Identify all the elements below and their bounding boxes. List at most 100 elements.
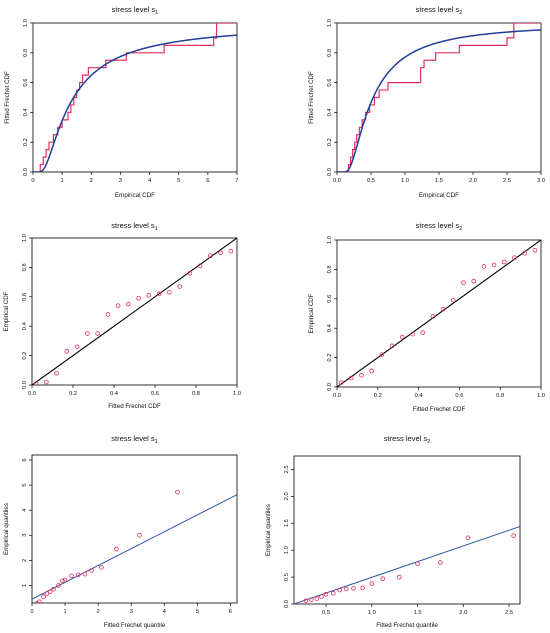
data-point <box>197 263 203 269</box>
data-point <box>303 598 309 604</box>
data-point <box>62 577 68 583</box>
x-tick-label: 0.8 <box>192 391 200 397</box>
data-point <box>380 576 386 582</box>
data-point <box>319 594 324 599</box>
reference-line <box>32 494 237 600</box>
plot-area <box>337 240 541 387</box>
data-point <box>360 585 365 591</box>
y-tick-label: 0.6 <box>327 79 333 87</box>
panel-pp-s2: stress level s2 Fitted Frechet CDF Empiric… <box>308 221 545 413</box>
y-tick-label: 0.0 <box>22 381 28 389</box>
data-point <box>54 370 59 376</box>
x-axis-label: Empirical CDF <box>115 192 155 199</box>
data-point <box>369 368 374 374</box>
data-point <box>156 291 162 297</box>
data-point <box>56 583 61 588</box>
data-point <box>51 586 56 592</box>
x-tick-label: 0 <box>31 178 34 184</box>
y-tick-label: 0.4 <box>327 108 333 117</box>
x-tick-label: 3 <box>119 178 122 184</box>
chart-title: stress level s1 <box>111 221 157 232</box>
data-point <box>187 270 193 276</box>
x-tick-label: 4 <box>163 609 167 615</box>
data-point <box>343 586 349 592</box>
plot-area <box>33 23 237 172</box>
x-tick-label: 0.6 <box>455 393 463 399</box>
data-point <box>114 546 119 552</box>
data-point <box>95 331 100 336</box>
x-tick-label: 0.2 <box>374 393 382 399</box>
y-axis-label: Empirical CDF <box>308 293 315 333</box>
y-tick-label: 0.4 <box>22 321 28 330</box>
data-point <box>348 375 354 381</box>
y-tick-label: 0.0 <box>23 168 29 176</box>
x-tick-label: 2.0 <box>469 178 477 184</box>
data-point <box>167 290 172 295</box>
x-axis-label: Fitted Frechet quantile <box>376 622 438 629</box>
y-tick-label: 5 <box>22 483 28 486</box>
data-point <box>359 372 364 378</box>
plot-frame <box>293 455 521 605</box>
x-axis-label: Fitted Frechet CDF <box>413 406 466 413</box>
x-tick-label: 6 <box>206 178 209 184</box>
data-point <box>532 247 538 253</box>
reference-line <box>294 526 520 604</box>
data-point <box>137 532 142 538</box>
x-tick-label: 0.0 <box>28 391 36 397</box>
panel-pp-s1: stress level s1 Fitted Frechet CDF Empiric… <box>3 221 241 410</box>
data-point <box>34 601 40 603</box>
y-tick-label: 1.0 <box>327 19 333 27</box>
x-tick-label: 2.0 <box>459 610 467 616</box>
panel-qq-s1: stress level s1 Fitted Frechet quantile Em… <box>3 434 238 629</box>
reference-line <box>32 238 237 385</box>
x-tick-label: 1.0 <box>233 391 241 397</box>
x-tick-label: 2 <box>97 609 100 615</box>
x-tick-label: 5 <box>196 609 199 615</box>
data-point <box>379 352 385 357</box>
panel-cdf-s2: stress level s2 Empirical CDF Fitted Frech… <box>308 5 545 199</box>
x-tick-label: 0.0 <box>333 393 341 399</box>
data-point <box>323 592 329 597</box>
fitted-frechet-curve <box>33 34 237 172</box>
data-point <box>351 586 356 591</box>
y-axis-label: Empirical CDF <box>3 291 10 331</box>
chart-title: stress level s1 <box>111 434 157 445</box>
chart-title: stress level s2 <box>384 434 430 445</box>
data-point <box>36 599 42 603</box>
y-axis-label: Empirical quantiles <box>3 503 10 555</box>
y-tick-label: 0.2 <box>23 138 29 146</box>
data-point <box>99 565 104 570</box>
panel-qq-s2: stress level s2 Fitted Frechet quantile Em… <box>265 434 521 629</box>
y-tick-label: 1.0 <box>22 234 28 242</box>
x-tick-label: 0.5 <box>322 610 330 616</box>
data-point <box>115 303 121 308</box>
data-point <box>396 574 402 580</box>
y-tick-label: 0.4 <box>327 323 333 332</box>
data-point <box>465 535 471 541</box>
plot-area <box>32 489 237 603</box>
x-tick-label: 0.8 <box>496 393 504 399</box>
data-point <box>69 573 74 579</box>
x-tick-label: 3.0 <box>537 178 545 184</box>
data-point <box>85 331 90 336</box>
x-tick-label: 1 <box>63 609 66 615</box>
data-point <box>481 264 487 269</box>
data-point <box>177 284 182 289</box>
data-point <box>410 331 415 337</box>
data-point <box>208 253 213 258</box>
x-tick-label: 2.5 <box>505 610 513 616</box>
reference-line <box>337 240 541 387</box>
data-point <box>511 533 516 538</box>
fitted-frechet-curve <box>337 29 541 172</box>
x-tick-label: 0.4 <box>110 391 119 397</box>
data-point <box>47 589 53 595</box>
y-tick-label: 0.0 <box>327 383 333 391</box>
x-tick-label: 0 <box>30 609 33 615</box>
x-tick-label: 3 <box>130 609 133 615</box>
y-tick-label: 2.5 <box>284 465 290 473</box>
y-tick-label: 0.8 <box>22 263 28 271</box>
data-point <box>105 312 111 317</box>
data-point <box>64 348 70 354</box>
data-point <box>501 259 507 265</box>
